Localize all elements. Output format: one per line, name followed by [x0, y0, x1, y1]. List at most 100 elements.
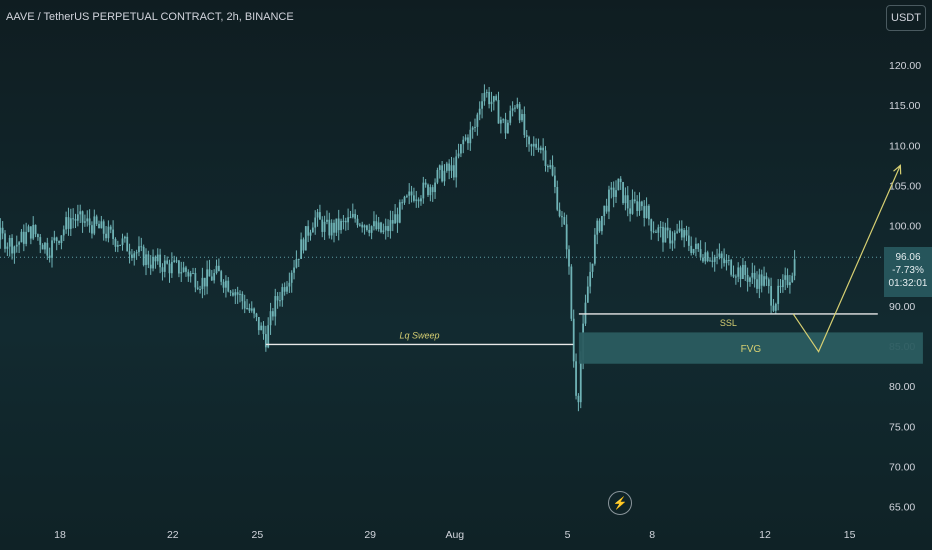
candle-body — [737, 267, 740, 277]
candle-body — [603, 205, 606, 217]
time-tick-label: 12 — [759, 529, 771, 541]
candle-body — [100, 221, 103, 229]
candle-body — [546, 165, 549, 168]
candle-body — [648, 205, 650, 220]
price-tick-label: 80.00 — [889, 381, 915, 393]
candle-body — [410, 191, 413, 196]
candle-body — [697, 243, 700, 250]
candle-body — [709, 260, 711, 262]
candle-body — [650, 219, 653, 232]
candle-body — [185, 267, 187, 272]
time-tick-label: 8 — [649, 529, 655, 541]
candle-body — [730, 260, 733, 275]
candle-body — [1, 227, 4, 234]
candle-body — [640, 201, 643, 207]
candle-body — [11, 237, 13, 254]
annotations[interactable]: FVG Lq Sweep SSL — [265, 164, 923, 364]
candle-body — [196, 287, 199, 290]
candle-body — [86, 218, 89, 222]
candle-body — [723, 258, 726, 264]
candle-body — [119, 244, 122, 246]
lightning-bolt-icon[interactable]: ⚡ — [608, 491, 632, 515]
candle-body — [664, 227, 667, 243]
candle-body — [44, 242, 46, 250]
candle-body — [744, 264, 747, 275]
candle-body — [8, 237, 11, 247]
candle-body — [262, 325, 265, 335]
time-tick-label: 5 — [565, 529, 571, 541]
time-tick-label: 25 — [252, 529, 264, 541]
candle-body — [478, 108, 481, 115]
candle-body — [678, 228, 681, 232]
candle-body — [387, 226, 389, 232]
candle-body — [448, 163, 451, 171]
candle-body — [394, 214, 397, 224]
candle-body — [347, 217, 350, 223]
candle-body — [488, 92, 491, 105]
candle-body — [690, 245, 693, 254]
candle-body — [476, 114, 479, 127]
candle-body — [333, 222, 335, 233]
candle-body — [217, 265, 220, 272]
candle-body — [192, 273, 194, 275]
candle-body — [91, 225, 93, 234]
candle-body — [316, 212, 319, 218]
candle-body — [32, 224, 35, 239]
candle-body — [516, 104, 519, 108]
candle-body — [34, 224, 37, 235]
candle-body — [556, 186, 559, 210]
candle-body — [532, 143, 535, 147]
projection-path[interactable] — [792, 165, 901, 353]
fvg-zone[interactable] — [578, 332, 923, 364]
candle-body — [396, 214, 399, 223]
candle-body — [55, 237, 58, 242]
candle-body — [27, 226, 30, 232]
candle-body — [734, 276, 737, 278]
candle-body — [657, 227, 660, 233]
candle-body — [250, 308, 253, 311]
candle-body — [135, 252, 138, 254]
currency-button[interactable]: USDT — [886, 5, 926, 31]
candle-body — [260, 325, 263, 331]
candle-body — [182, 267, 185, 273]
candle-body — [323, 221, 326, 232]
candle-body — [659, 226, 662, 228]
candle-body — [716, 256, 718, 258]
candle-body — [220, 271, 223, 282]
candle-body — [279, 300, 281, 302]
candle-body — [683, 230, 686, 238]
candle-body — [163, 260, 166, 272]
candle-body — [455, 156, 458, 178]
candle-body — [490, 101, 493, 105]
candle-body — [246, 308, 248, 310]
candle-body — [779, 285, 782, 288]
candle-body — [702, 257, 704, 262]
candle-body — [460, 144, 462, 154]
candle-body — [563, 217, 566, 225]
candle-body — [39, 237, 42, 245]
candle-body — [356, 218, 359, 226]
candle-body — [643, 206, 646, 218]
candle-body — [107, 226, 110, 239]
candle-body — [272, 311, 274, 317]
candle-body — [695, 243, 697, 249]
candle-body — [601, 216, 603, 232]
candle-body — [255, 313, 258, 318]
candle-body — [612, 187, 615, 197]
candle-body — [232, 292, 234, 296]
candle-body — [0, 227, 2, 240]
candle-body — [725, 260, 728, 264]
candle-body — [290, 272, 293, 283]
candle-body — [772, 305, 775, 311]
projection-arrowhead — [893, 164, 902, 175]
candle-body — [201, 277, 204, 290]
candle-body — [368, 229, 371, 233]
candle-body — [434, 182, 436, 193]
candle-body — [229, 291, 232, 293]
candle-body — [685, 230, 688, 236]
candle-body — [187, 271, 190, 277]
candle-body — [427, 184, 429, 196]
candle-body — [481, 101, 483, 109]
candle-body — [751, 272, 754, 278]
